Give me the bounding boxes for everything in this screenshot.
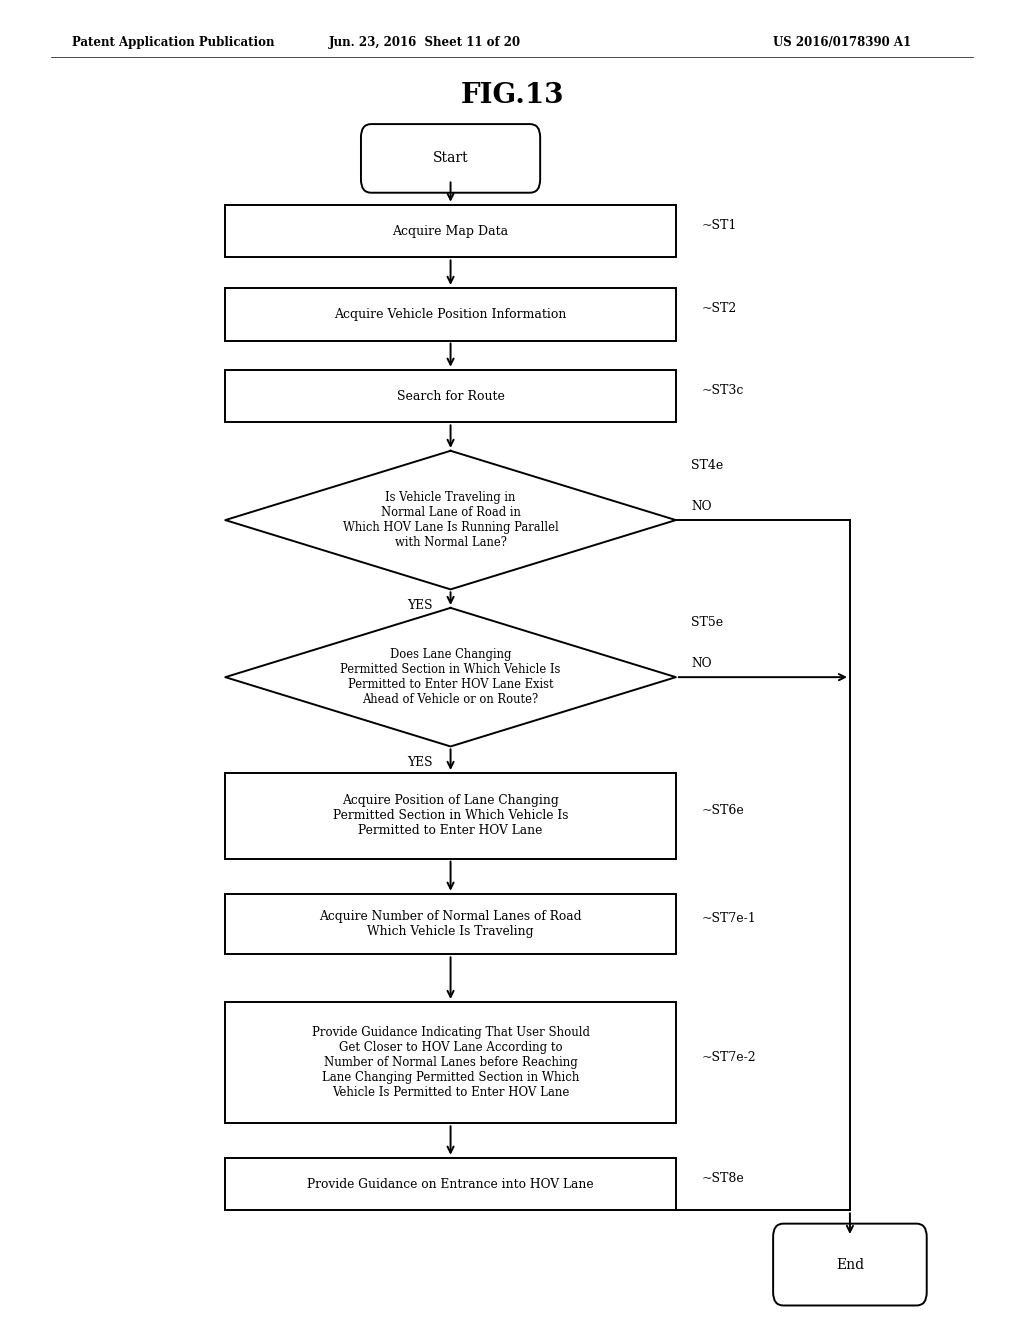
FancyBboxPatch shape [225, 1158, 676, 1210]
Text: Acquire Map Data: Acquire Map Data [392, 224, 509, 238]
Text: Provide Guidance on Entrance into HOV Lane: Provide Guidance on Entrance into HOV La… [307, 1177, 594, 1191]
Text: ~ST7e-2: ~ST7e-2 [701, 1051, 756, 1064]
FancyBboxPatch shape [225, 772, 676, 858]
Text: US 2016/0178390 A1: US 2016/0178390 A1 [773, 36, 911, 49]
Text: Patent Application Publication: Patent Application Publication [72, 36, 274, 49]
Text: Start: Start [433, 152, 468, 165]
Text: Acquire Position of Lane Changing
Permitted Section in Which Vehicle Is
Permitte: Acquire Position of Lane Changing Permit… [333, 795, 568, 837]
FancyBboxPatch shape [773, 1224, 927, 1305]
Text: FIG.13: FIG.13 [460, 82, 564, 108]
Text: ~ST3c: ~ST3c [701, 384, 743, 397]
Text: Acquire Vehicle Position Information: Acquire Vehicle Position Information [335, 308, 566, 321]
Text: ~ST8e: ~ST8e [701, 1172, 744, 1185]
Text: ~ST7e-1: ~ST7e-1 [701, 912, 756, 925]
FancyBboxPatch shape [225, 370, 676, 422]
Text: End: End [836, 1258, 864, 1271]
Polygon shape [225, 607, 676, 747]
Text: YES: YES [408, 756, 432, 768]
FancyBboxPatch shape [225, 1002, 676, 1123]
Text: Does Lane Changing
Permitted Section in Which Vehicle Is
Permitted to Enter HOV : Does Lane Changing Permitted Section in … [340, 648, 561, 706]
Text: NO: NO [691, 500, 712, 513]
Text: ~ST2: ~ST2 [701, 302, 736, 315]
Text: Search for Route: Search for Route [396, 389, 505, 403]
Text: ST5e: ST5e [691, 615, 723, 628]
Polygon shape [225, 451, 676, 589]
Text: YES: YES [408, 599, 432, 611]
Text: ~ST6e: ~ST6e [701, 804, 744, 817]
FancyBboxPatch shape [225, 894, 676, 954]
FancyBboxPatch shape [225, 288, 676, 341]
Text: Jun. 23, 2016  Sheet 11 of 20: Jun. 23, 2016 Sheet 11 of 20 [329, 36, 521, 49]
FancyBboxPatch shape [360, 124, 541, 193]
Text: Is Vehicle Traveling in
Normal Lane of Road in
Which HOV Lane Is Running Paralle: Is Vehicle Traveling in Normal Lane of R… [343, 491, 558, 549]
Text: ~ST1: ~ST1 [701, 219, 737, 232]
Text: ST4e: ST4e [691, 459, 723, 471]
FancyBboxPatch shape [225, 205, 676, 257]
Text: NO: NO [691, 657, 712, 671]
Text: Provide Guidance Indicating That User Should
Get Closer to HOV Lane According to: Provide Guidance Indicating That User Sh… [311, 1026, 590, 1100]
Text: Acquire Number of Normal Lanes of Road
Which Vehicle Is Traveling: Acquire Number of Normal Lanes of Road W… [319, 909, 582, 939]
